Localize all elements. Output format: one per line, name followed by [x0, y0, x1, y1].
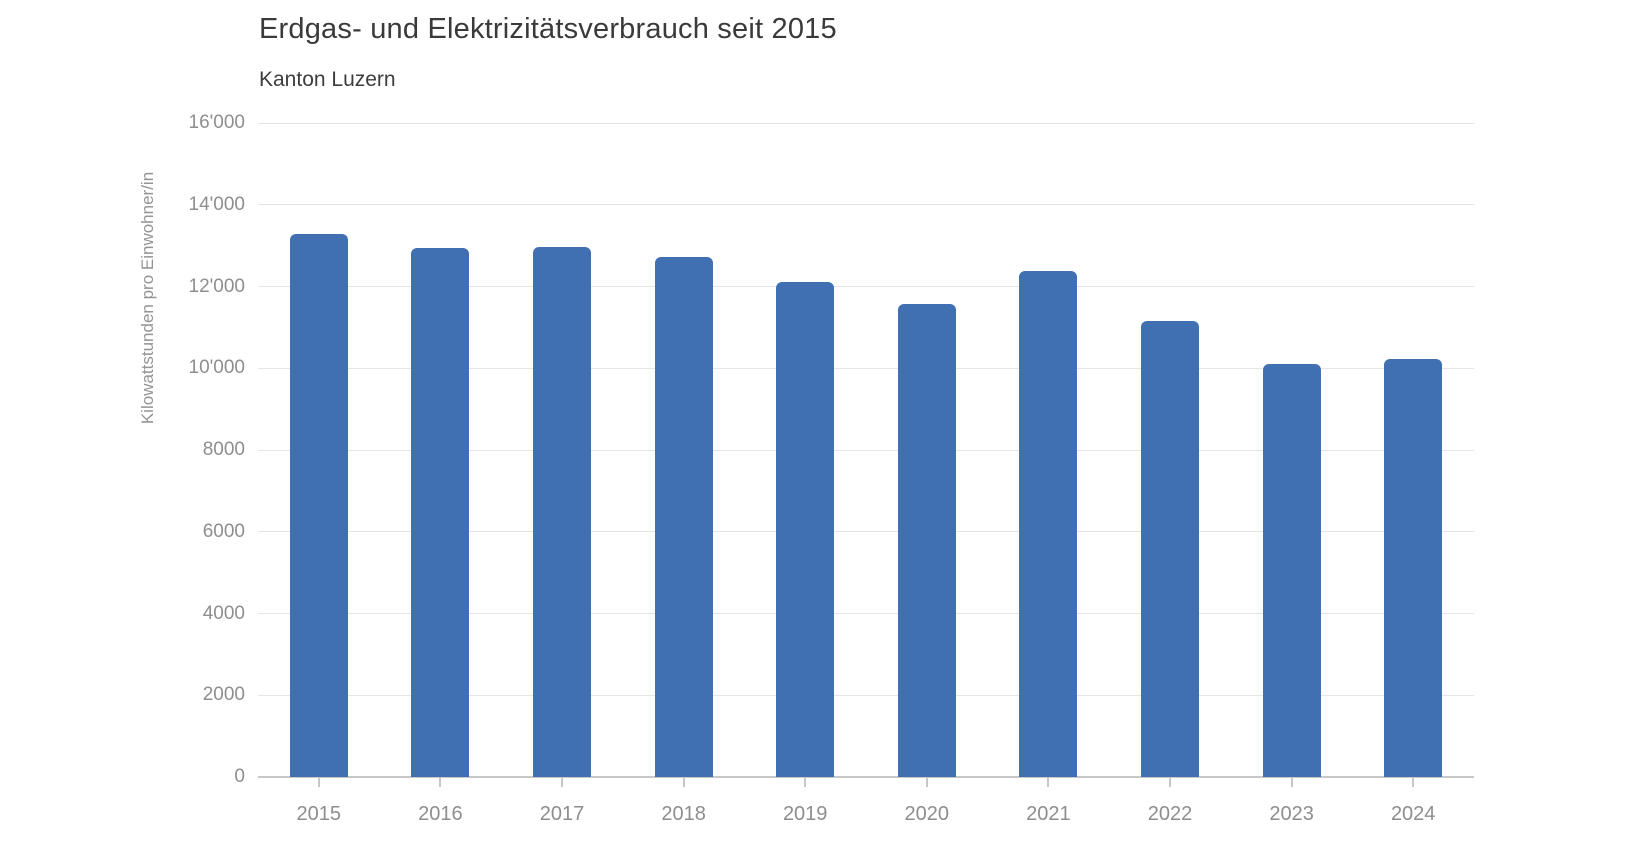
gridline-12000 — [258, 286, 1474, 287]
x-axis-tick — [1290, 778, 1293, 787]
x-tick-label-2018: 2018 — [661, 803, 706, 825]
y-tick-label: 6000 — [202, 520, 245, 542]
x-axis-tick — [1047, 778, 1050, 787]
chart-subtitle: Kanton Luzern — [259, 68, 396, 91]
x-tick-label-2017: 2017 — [539, 803, 585, 825]
bar-2015[interactable] — [289, 234, 348, 777]
x-tick-label-2021: 2021 — [1026, 803, 1071, 825]
bar-2019[interactable] — [776, 281, 835, 777]
bar-2024[interactable] — [1384, 359, 1443, 777]
x-axis-line — [258, 776, 1474, 778]
gridline-8000 — [258, 449, 1474, 451]
x-tick-label-2019: 2019 — [782, 803, 828, 825]
x-tick-label-2016: 2016 — [418, 803, 463, 825]
x-axis-tick — [804, 778, 807, 787]
bar-2021[interactable] — [1019, 270, 1078, 777]
x-axis-tick — [1169, 778, 1171, 787]
y-tick-label: 8000 — [202, 439, 245, 460]
gridline-14000 — [258, 204, 1474, 206]
x-axis-tick — [317, 778, 320, 787]
y-tick-label: 12'000 — [188, 275, 245, 297]
y-tick-label: 14'000 — [188, 193, 245, 215]
y-tick-label: 0 — [234, 766, 245, 787]
bar-2018[interactable] — [654, 257, 713, 777]
bar-2023[interactable] — [1262, 363, 1321, 777]
y-tick-label: 10'000 — [188, 357, 245, 379]
bar-2016[interactable] — [411, 247, 470, 777]
x-tick-label-2023: 2023 — [1269, 803, 1314, 825]
y-tick-label: 16'000 — [188, 112, 245, 133]
x-tick-label-2015: 2015 — [296, 803, 342, 825]
x-axis-tick — [682, 778, 685, 787]
x-axis-tick — [439, 778, 442, 787]
gridline-4000 — [258, 613, 1474, 614]
gridline-6000 — [258, 531, 1474, 533]
y-tick-label: 2000 — [202, 684, 245, 706]
gridline-2000 — [258, 694, 1474, 696]
chart-title: Erdgas- und Elektrizitätsverbrauch seit … — [259, 13, 837, 45]
x-axis-tick — [925, 778, 928, 787]
bar-2020[interactable] — [897, 304, 956, 777]
x-tick-label-2020: 2020 — [904, 803, 950, 825]
x-tick-label-2022: 2022 — [1147, 803, 1193, 825]
gridline-10000 — [258, 367, 1474, 369]
x-axis-tick — [1412, 778, 1415, 787]
x-axis-tick — [561, 778, 563, 787]
bar-2022[interactable] — [1141, 321, 1199, 777]
gridline-16000 — [258, 122, 1474, 124]
y-tick-label: 4000 — [202, 602, 245, 624]
bar-2017[interactable] — [533, 247, 591, 777]
x-tick-label-2024: 2024 — [1390, 803, 1436, 825]
